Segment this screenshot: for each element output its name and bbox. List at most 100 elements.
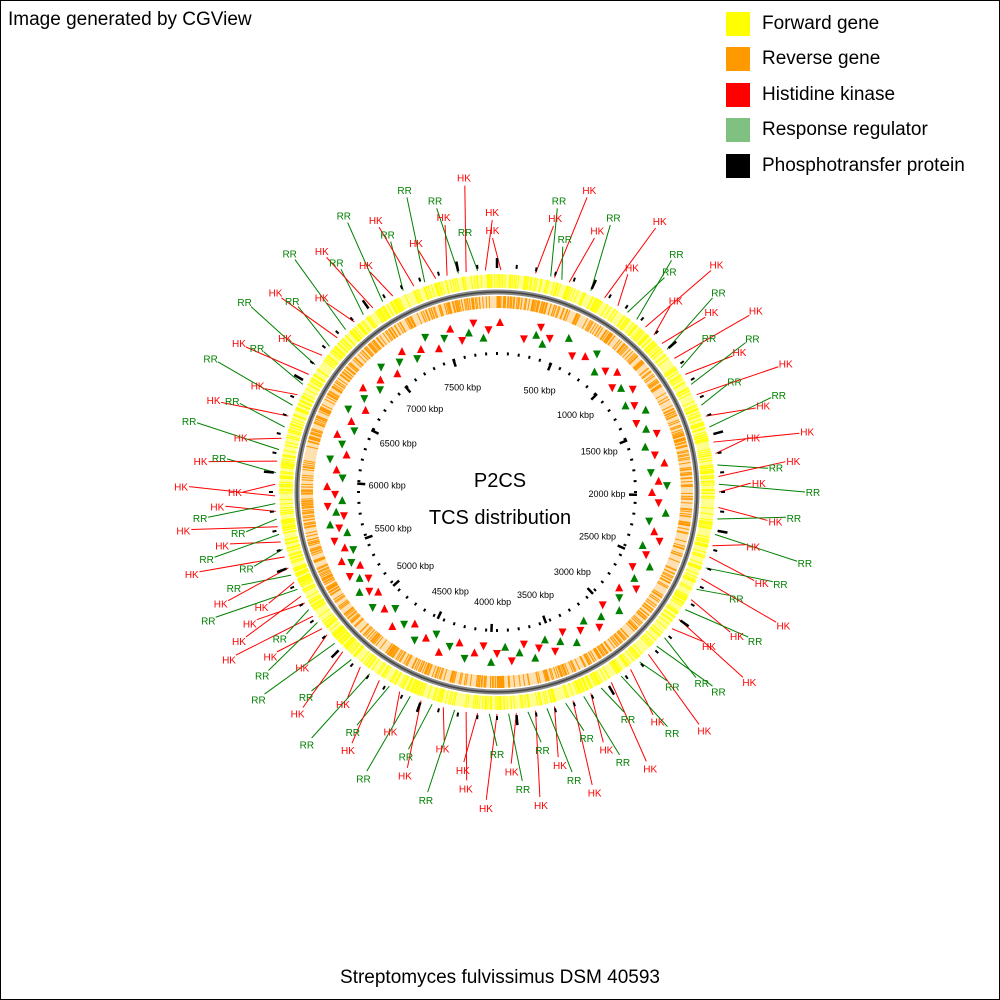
ruler-tick [367, 543, 371, 547]
hk-label: HK [746, 434, 760, 445]
forward-gene [297, 573, 311, 580]
hk-label: HK [479, 804, 493, 815]
forward-gene [379, 307, 389, 321]
reverse-gene [645, 600, 656, 608]
tcs-response-regulator-marker [621, 401, 630, 410]
forward-gene [685, 408, 699, 415]
outer-tick [272, 451, 277, 455]
label-leader-line [427, 709, 456, 793]
reverse-gene [671, 550, 683, 555]
reverse-gene [375, 636, 384, 647]
tcs-histidine-kinase-marker [332, 465, 341, 474]
hk-label: HK [730, 632, 744, 643]
reverse-gene [445, 302, 450, 315]
reverse-gene [362, 625, 372, 636]
reverse-gene [635, 362, 645, 372]
forward-gene [307, 383, 321, 392]
forward-gene [333, 346, 345, 358]
outer-tick [707, 413, 712, 417]
forward-gene [685, 408, 699, 416]
reverse-gene [583, 653, 591, 665]
reverse-gene [561, 664, 567, 676]
reverse-gene [663, 568, 676, 575]
tcs-histidine-kinase-marker [628, 385, 637, 394]
tcs-response-regulator-marker [326, 520, 335, 529]
reverse-gene [680, 472, 693, 476]
forward-gene [279, 509, 294, 512]
rr-label: RR [711, 687, 725, 698]
forward-gene [281, 525, 296, 529]
reverse-gene [373, 634, 382, 645]
forward-gene [700, 470, 715, 473]
reverse-gene [394, 324, 402, 336]
reverse-gene [302, 468, 315, 472]
ruler-tick [618, 553, 623, 557]
label-leader-line [701, 384, 728, 406]
reverse-gene [679, 468, 692, 471]
label-leader-line [690, 599, 731, 633]
forward-gene [698, 521, 713, 525]
tcs-histidine-kinase-marker [495, 318, 504, 327]
reverse-gene [332, 385, 343, 393]
label-leader-line [696, 366, 779, 396]
forward-gene [299, 399, 313, 407]
forward-gene [627, 648, 638, 660]
hk-label: HK [398, 771, 412, 782]
hk-label: HK [653, 217, 667, 228]
forward-gene [280, 463, 295, 467]
reverse-gene [478, 675, 481, 688]
forward-gene [290, 420, 305, 427]
reverse-gene [677, 454, 690, 458]
reverse-gene [301, 505, 314, 508]
label-leader-line [378, 226, 415, 287]
tcs-histidine-kinase-marker [628, 563, 637, 572]
reverse-gene [309, 433, 322, 438]
reverse-gene [350, 614, 361, 623]
forward-gene [356, 324, 367, 336]
outer-tick [590, 694, 595, 700]
forward-gene [421, 683, 428, 697]
reverse-gene [673, 438, 686, 443]
forward-gene [332, 348, 344, 359]
outer-tick [282, 413, 287, 417]
reverse-gene [326, 582, 338, 590]
reverse-gene [390, 326, 399, 338]
forward-gene [563, 285, 569, 300]
reverse-gene [599, 329, 608, 340]
ruler-tick [389, 580, 394, 584]
ruler-tick [626, 533, 631, 537]
forward-gene [587, 296, 595, 310]
forward-gene [445, 279, 450, 294]
reverse-gene [424, 662, 430, 675]
reverse-gene [672, 432, 684, 437]
tcs-histidine-kinase-marker [630, 402, 639, 411]
reverse-gene [371, 633, 380, 644]
hk-label: HK [341, 746, 355, 757]
forward-gene [526, 693, 530, 708]
reverse-gene [536, 300, 540, 313]
reverse-gene [469, 674, 473, 687]
tcs-histidine-kinase-marker [655, 537, 664, 546]
forward-gene [304, 387, 318, 396]
tcs-response-regulator-marker [617, 383, 626, 392]
reverse-gene [558, 665, 564, 677]
reverse-gene [331, 386, 342, 394]
forward-gene [550, 688, 556, 703]
reverse-gene [310, 431, 323, 436]
tcs-histidine-kinase-marker [455, 638, 464, 647]
reverse-gene [345, 608, 356, 618]
reverse-gene [646, 598, 657, 607]
reverse-gene [478, 296, 481, 309]
outer-tick [690, 603, 695, 607]
forward-gene [696, 448, 711, 453]
forward-gene [618, 655, 628, 668]
forward-gene [344, 335, 356, 346]
reverse-gene [321, 574, 333, 581]
tcs-response-regulator-marker [360, 395, 369, 404]
reverse-gene [656, 582, 668, 589]
forward-gene [644, 341, 656, 352]
label-leader-line [311, 659, 352, 692]
forward-gene [697, 525, 712, 530]
forward-gene [409, 678, 417, 693]
